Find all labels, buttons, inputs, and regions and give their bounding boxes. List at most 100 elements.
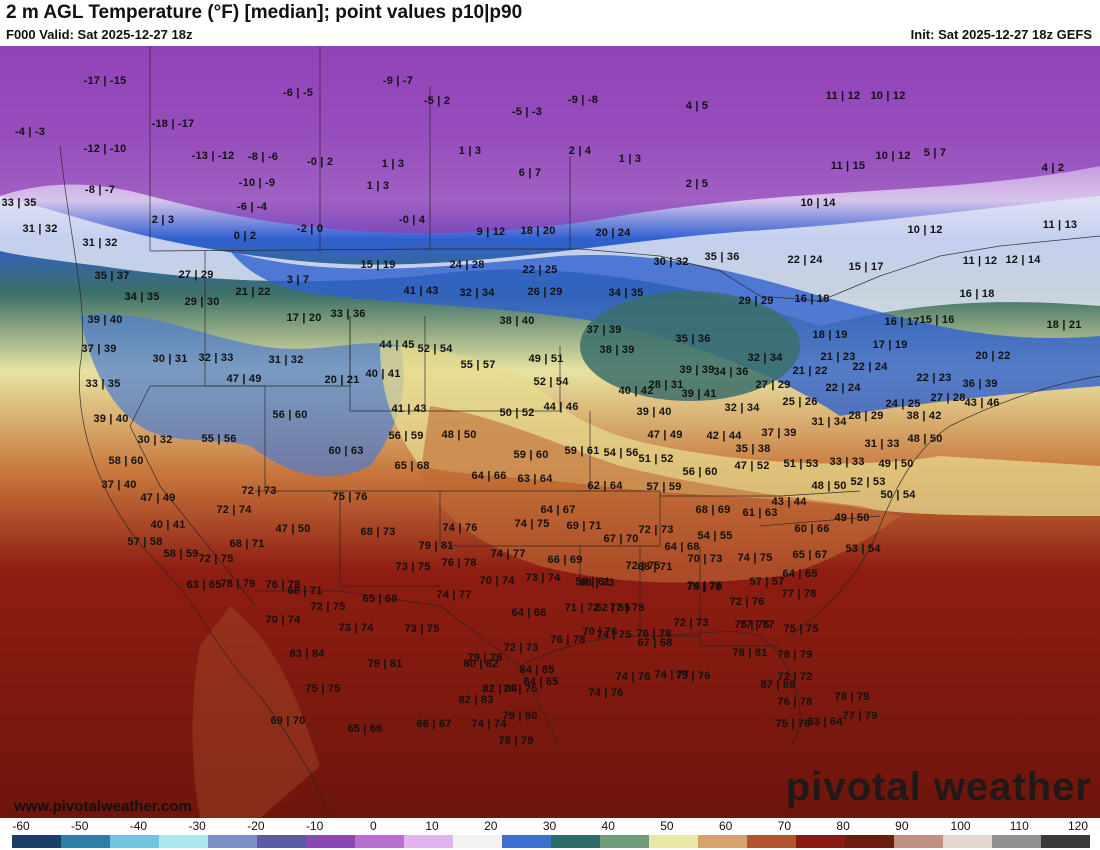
point-value: 36 | 39 (962, 378, 998, 390)
point-value: -13 | -12 (191, 150, 235, 162)
point-value: 29 | 30 (184, 296, 220, 308)
colorbar-tick-label: 90 (895, 819, 909, 833)
point-value: 10 | 12 (870, 90, 906, 102)
point-value: 57 | 59 (646, 481, 682, 493)
colorbar-tick-label: 120 (1067, 819, 1089, 833)
colorbar-tick-label: 80 (836, 819, 850, 833)
point-value: 64 | 66 (511, 607, 547, 619)
point-value: 43 | 46 (964, 397, 1000, 409)
point-value: 39 | 40 (87, 314, 123, 326)
point-value: 12 | 14 (1005, 254, 1041, 266)
point-value: 74 | 75 (737, 552, 773, 564)
colorbar-swatch (698, 835, 748, 848)
colorbar-tick-label: 100 (950, 819, 971, 833)
point-value: 78 | 79 (498, 735, 534, 747)
colorbar-tick-label: -20 (247, 819, 265, 833)
point-value: 82 | 84 (482, 683, 518, 695)
point-value: -0 | 4 (398, 214, 426, 226)
colorbar-tick-label: 20 (484, 819, 498, 833)
point-value: 58 | 59 (163, 548, 199, 560)
point-value: 2 | 3 (151, 214, 175, 226)
point-value: 32 | 33 (198, 352, 234, 364)
missouri-line (580, 490, 661, 547)
point-value: 58 | 60 (108, 455, 144, 467)
point-value: 44 | 46 (543, 401, 579, 413)
point-value: 74 | 77 (490, 548, 526, 560)
point-value: 72 | 75 (310, 601, 346, 613)
colorbar-tick-label: -30 (188, 819, 206, 833)
point-value: 47 | 52 (734, 460, 770, 472)
point-value: 20 | 21 (324, 374, 360, 386)
gulf-coastline (519, 631, 801, 747)
point-value: 40 | 41 (150, 519, 186, 531)
point-value: 35 | 36 (704, 251, 740, 263)
point-value: 25 | 26 (782, 396, 818, 408)
point-value: 33 | 33 (829, 456, 865, 468)
point-value: 76 | 78 (550, 634, 586, 646)
point-value: 43 | 44 (771, 496, 807, 508)
point-value: 38 | 40 (499, 315, 535, 327)
point-value: 75 | 76 (332, 491, 368, 503)
colorbar-swatch (355, 835, 405, 848)
point-value: 79 | 76 (467, 652, 503, 664)
point-value: 9 | 12 (476, 226, 506, 238)
point-value: -18 | -17 (151, 118, 195, 130)
website-url[interactable]: www.pivotalweather.com (14, 798, 192, 815)
colorbar (12, 835, 1090, 848)
point-value: 30 | 32 (137, 434, 173, 446)
point-value: -8 | -6 (247, 151, 279, 163)
brand-watermark: pivotal weather (785, 765, 1092, 809)
kentucky-line (660, 490, 861, 497)
point-value: 32 | 34 (747, 352, 783, 364)
point-value: 17 | 19 (872, 339, 908, 351)
point-value: 75 | 75 (305, 683, 341, 695)
point-value: 47 | 49 (140, 492, 176, 504)
point-value: 33 | 35 (1, 197, 37, 209)
point-value: 57 | 58 (127, 536, 163, 548)
point-value: 37 | 39 (586, 324, 622, 336)
point-value: 16 | 17 (884, 316, 920, 328)
colorbar-swatch (110, 835, 160, 848)
point-value: 37 | 40 (101, 479, 137, 491)
point-value: 72 | 73 (638, 524, 674, 536)
point-value: 78 | 79 (220, 578, 256, 590)
great-lakes-region (580, 291, 800, 401)
point-value: 53 | 54 (845, 543, 881, 555)
init-time: Init: Sat 2025-12-27 18z GEFS (910, 27, 1092, 42)
point-value: 47 | 49 (226, 373, 262, 385)
point-value: 31 | 32 (268, 354, 304, 366)
point-value: 66 | 69 (547, 554, 583, 566)
point-value: -6 | -5 (282, 87, 314, 99)
point-value: 68 | 69 (695, 504, 731, 516)
point-value: 69 | 70 (270, 715, 306, 727)
colorbar-labels: -60 -50 -40 -30 -20 -10 0 10 20 30 40 50 60 70 80 90 100… (0, 818, 1100, 834)
point-value: -9 | -8 (567, 94, 599, 106)
point-value: 27 | 29 (755, 379, 791, 391)
point-value: 32 | 34 (459, 287, 495, 299)
colorbar-swatch (12, 835, 62, 848)
point-value: 26 | 29 (527, 286, 563, 298)
point-value: 20 | 24 (595, 227, 631, 239)
point-value: 70 | 74 (265, 614, 301, 626)
colorbar-swatch (894, 835, 944, 848)
point-value: 73 | 75 (395, 561, 431, 573)
point-value: 72 | 75 (198, 553, 234, 565)
point-value: 51 | 52 (638, 453, 674, 465)
point-value: 31 | 33 (864, 438, 900, 450)
point-value: 63 | 64 (517, 473, 553, 485)
cold-air-region (0, 46, 1100, 234)
point-value: -12 | -10 (83, 143, 127, 155)
colorbar-tick-label: 0 (369, 819, 377, 833)
point-value: -4 | -3 (14, 126, 46, 138)
point-value: 29 | 29 (738, 295, 774, 307)
point-value: 39 | 40 (636, 406, 672, 418)
point-value: 82 | 83 (458, 694, 494, 706)
temperature-map[interactable]: -17 | -15 -6 | -5 -9 | -7 -5 | 2 -5 | -3 -9 |… (0, 46, 1100, 818)
point-value: 68 | 71 (229, 538, 265, 550)
point-value: 75 | 78 (686, 581, 722, 593)
point-value: 58 | 61 (575, 576, 611, 588)
point-value: 18 | 20 (520, 225, 556, 237)
point-value: 18 | 21 (1046, 319, 1082, 331)
point-value: 38 | 39 (599, 344, 635, 356)
colorbar-swatch (551, 835, 601, 848)
